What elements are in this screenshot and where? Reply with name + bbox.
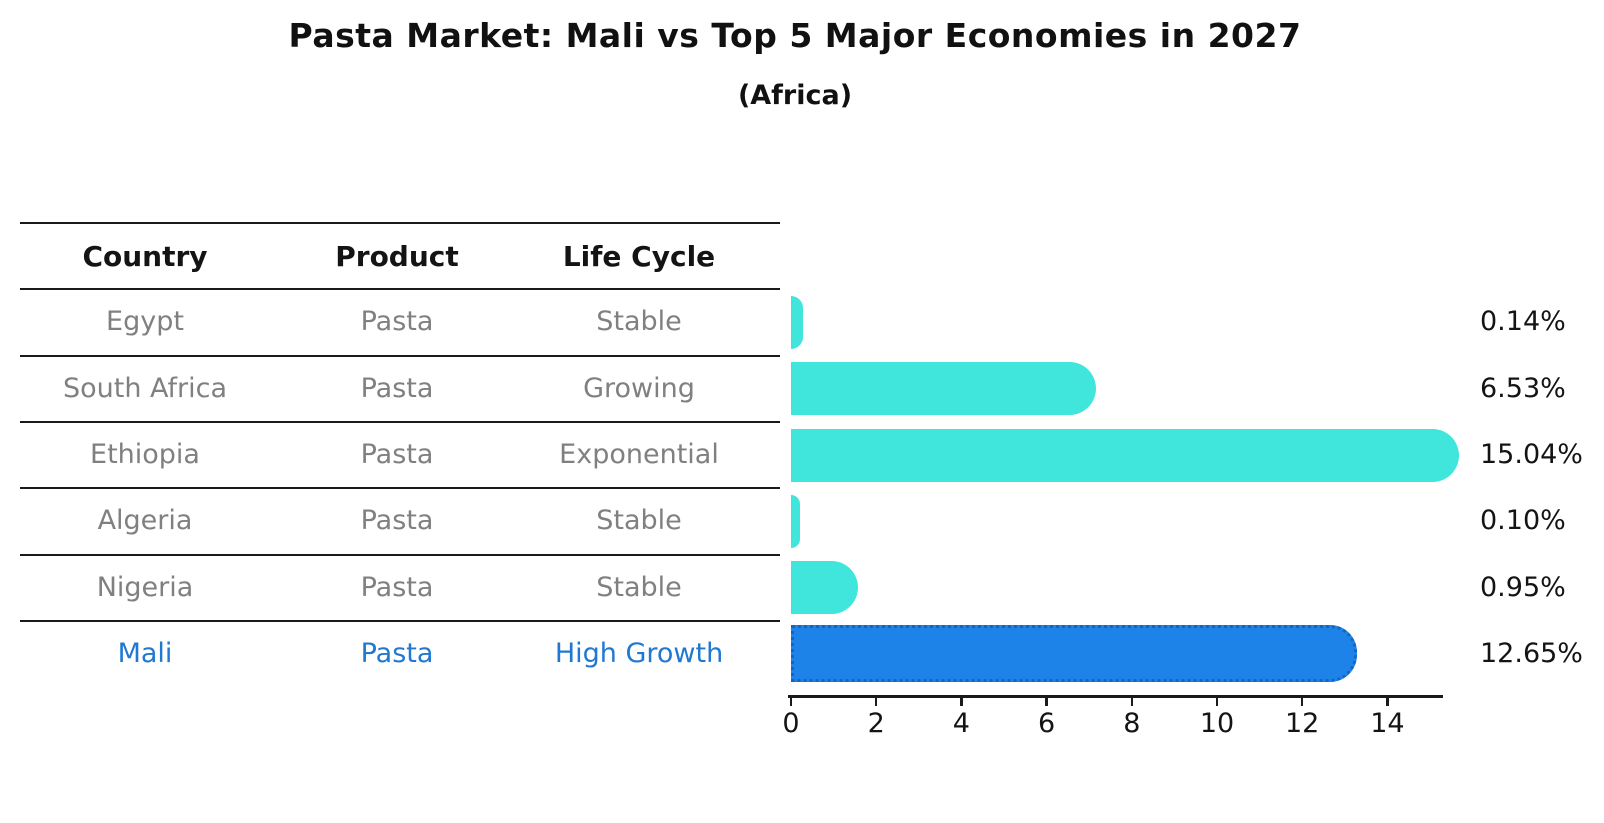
x-axis-tick-label: 10 bbox=[1199, 708, 1235, 739]
y-axis-tick bbox=[764, 487, 780, 490]
bar-value-label: 0.14% bbox=[1480, 306, 1566, 338]
table-cell-country: Egypt bbox=[106, 306, 184, 338]
table-rule bbox=[20, 354, 772, 357]
table-cell-product: Pasta bbox=[360, 637, 434, 669]
x-axis-tick-label: 4 bbox=[952, 708, 970, 739]
bar-value-label: 0.10% bbox=[1480, 505, 1566, 537]
page-subtitle: (Africa) bbox=[737, 80, 853, 111]
table-cell-product: Pasta bbox=[360, 439, 434, 471]
x-axis-tick bbox=[1130, 697, 1134, 706]
x-axis-line bbox=[788, 695, 1443, 698]
bar-algeria bbox=[791, 494, 800, 548]
table-cell-country: South Africa bbox=[62, 372, 228, 404]
y-axis-tick bbox=[764, 354, 780, 357]
y-axis-tick bbox=[764, 420, 780, 423]
bar-south-africa bbox=[791, 362, 1097, 416]
table-rule bbox=[20, 487, 772, 490]
x-axis-tick bbox=[960, 697, 963, 706]
table-cell-product: Pasta bbox=[360, 306, 434, 338]
bar-nigeria bbox=[791, 561, 859, 615]
table-rule bbox=[20, 553, 772, 556]
bar-value-label: 15.04% bbox=[1480, 439, 1583, 471]
table-cell-life_cycle: Stable bbox=[596, 306, 682, 338]
x-axis-tick-label: 12 bbox=[1285, 708, 1320, 739]
x-axis-tick-label: 14 bbox=[1370, 708, 1405, 739]
x-axis-tick bbox=[1215, 697, 1219, 706]
table-cell-life_cycle: Growing bbox=[583, 372, 695, 404]
table-header-product: Product bbox=[335, 240, 459, 273]
x-axis-tick bbox=[1386, 697, 1389, 706]
table-rule bbox=[20, 288, 772, 291]
table-cell-product: Pasta bbox=[360, 571, 434, 603]
x-axis-tick-label: 2 bbox=[867, 708, 885, 739]
x-axis-tick-label: 6 bbox=[1038, 708, 1056, 739]
x-axis-tick bbox=[1045, 697, 1048, 706]
table-header-country: Country bbox=[82, 240, 208, 273]
x-axis-tick-label: 0 bbox=[782, 708, 800, 739]
table-cell-country: Algeria bbox=[97, 505, 193, 537]
table-rule bbox=[20, 619, 772, 622]
x-axis-tick bbox=[789, 697, 793, 706]
bar-value-label: 6.53% bbox=[1480, 372, 1566, 404]
x-axis-tick-label: 8 bbox=[1123, 708, 1141, 739]
table-cell-country: Ethiopia bbox=[90, 439, 200, 471]
table-cell-country: Nigeria bbox=[96, 571, 194, 603]
table-cell-life_cycle: Exponential bbox=[559, 439, 719, 471]
page-title: Pasta Market: Mali vs Top 5 Major Econom… bbox=[288, 16, 1302, 55]
table-cell-life_cycle: Stable bbox=[596, 571, 682, 603]
table-rule bbox=[20, 221, 772, 224]
bar-ethiopia bbox=[791, 428, 1459, 482]
y-axis-tick bbox=[764, 553, 780, 556]
table-cell-product: Pasta bbox=[360, 505, 434, 537]
y-axis-tick bbox=[764, 288, 780, 291]
bar-mali bbox=[791, 625, 1357, 683]
bar-value-label: 0.95% bbox=[1480, 571, 1566, 603]
x-axis-tick bbox=[1300, 697, 1304, 706]
x-axis-tick bbox=[874, 697, 878, 706]
y-axis-tick bbox=[764, 619, 780, 622]
table-header-life-cycle: Life Cycle bbox=[562, 240, 716, 273]
y-axis-tick bbox=[764, 221, 780, 224]
table-rule bbox=[20, 420, 772, 423]
table-cell-product: Pasta bbox=[360, 372, 434, 404]
table-cell-life_cycle: Stable bbox=[596, 505, 682, 537]
table-cell-life_cycle: High Growth bbox=[554, 637, 724, 669]
bar-egypt bbox=[791, 295, 803, 349]
table-cell-country: Mali bbox=[117, 637, 173, 669]
bar-value-label: 12.65% bbox=[1480, 637, 1583, 669]
